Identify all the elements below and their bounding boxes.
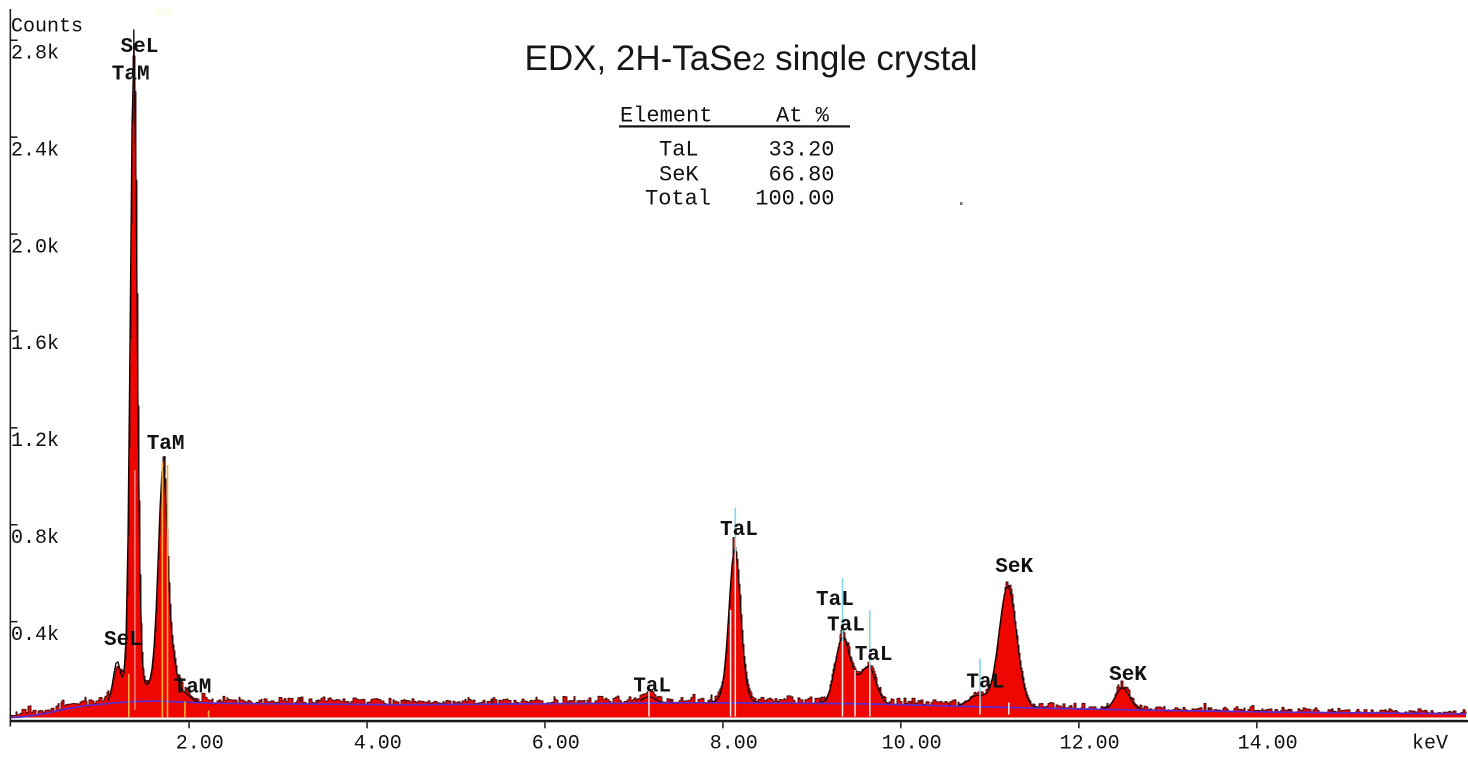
svg-text:TaL: TaL xyxy=(966,672,1004,695)
svg-text:TaL: TaL xyxy=(827,615,865,638)
svg-text:2.8k: 2.8k xyxy=(11,43,59,66)
svg-text:6.00: 6.00 xyxy=(532,733,580,756)
svg-text:100.00: 100.00 xyxy=(755,187,834,212)
svg-text:TaL: TaL xyxy=(659,138,699,163)
svg-text:SeL: SeL xyxy=(104,629,142,652)
svg-text:0.8k: 0.8k xyxy=(11,527,59,550)
svg-text:2.00: 2.00 xyxy=(176,733,224,756)
svg-text:TaL: TaL xyxy=(855,644,893,667)
svg-text:EDX, 2H-TaSe2 single crystal: EDX, 2H-TaSe2 single crystal xyxy=(525,39,978,78)
svg-text:keV: keV xyxy=(1412,733,1448,756)
svg-text:2.0k: 2.0k xyxy=(11,236,59,259)
svg-text:At %: At % xyxy=(776,104,830,129)
svg-text:TaM: TaM xyxy=(174,677,212,700)
svg-text:1.6k: 1.6k xyxy=(11,333,59,356)
svg-text:14.00: 14.00 xyxy=(1238,733,1298,756)
svg-text:TaL: TaL xyxy=(633,676,671,699)
svg-text:SeK: SeK xyxy=(995,556,1033,579)
svg-text:TaM: TaM xyxy=(147,433,185,456)
svg-text:10.00: 10.00 xyxy=(882,733,942,756)
svg-text:0.4k: 0.4k xyxy=(11,624,59,647)
svg-text:TaL: TaL xyxy=(720,519,758,542)
svg-text:12.00: 12.00 xyxy=(1060,733,1120,756)
svg-text:TaM: TaM xyxy=(112,64,150,87)
svg-text:Total: Total xyxy=(645,187,711,212)
svg-text:SeL: SeL xyxy=(121,36,159,59)
svg-text:2.4k: 2.4k xyxy=(11,139,59,162)
svg-text:TaL: TaL xyxy=(816,589,854,612)
svg-text:Counts: Counts xyxy=(11,16,83,39)
svg-text:8.00: 8.00 xyxy=(710,733,758,756)
svg-text:SeK: SeK xyxy=(1109,664,1147,687)
svg-text:1.2k: 1.2k xyxy=(11,430,59,453)
svg-text:33.20: 33.20 xyxy=(768,138,834,163)
svg-text:4.00: 4.00 xyxy=(354,733,402,756)
svg-text:Element: Element xyxy=(620,104,712,129)
svg-text:SeK: SeK xyxy=(659,163,699,188)
svg-text:66.80: 66.80 xyxy=(768,163,834,188)
